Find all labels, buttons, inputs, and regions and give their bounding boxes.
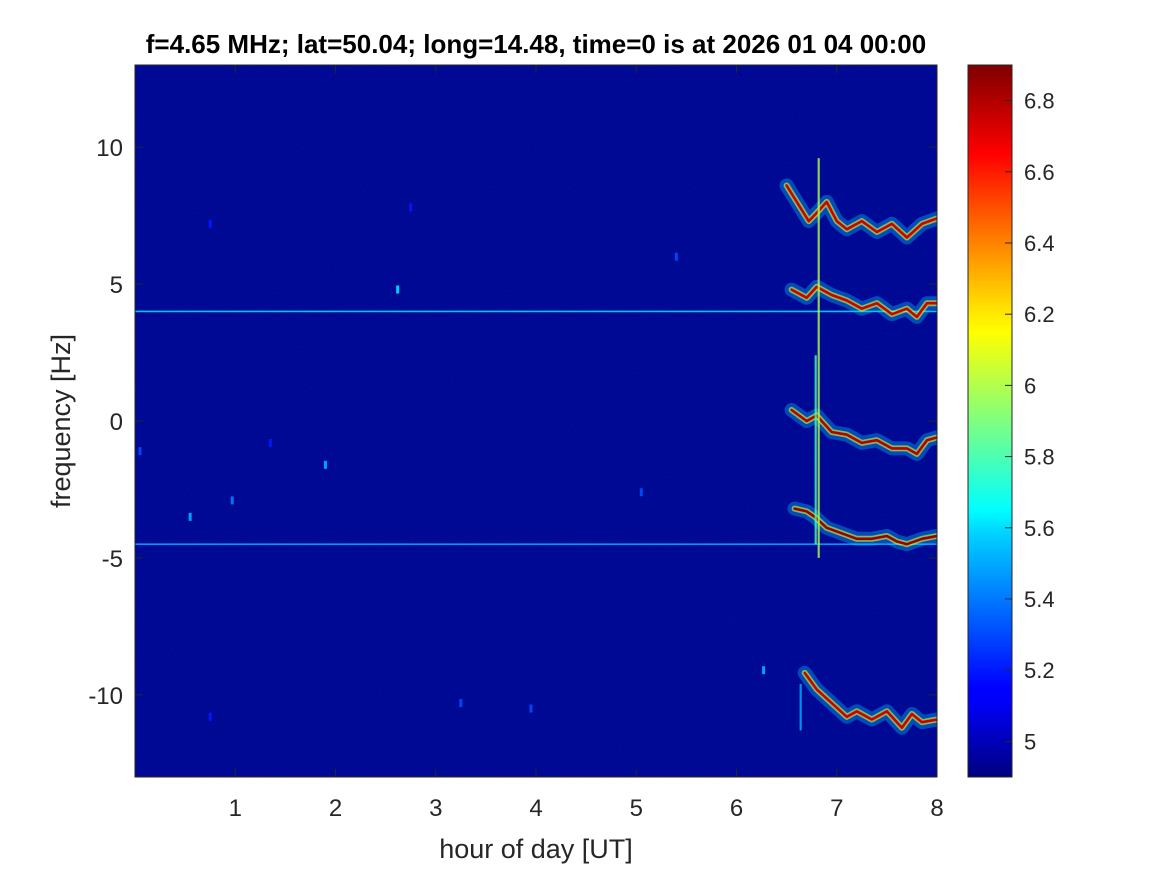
plot-area <box>134 64 938 778</box>
y-axis-label: frequency [Hz] <box>46 334 76 508</box>
speckle-point <box>208 219 212 228</box>
colorbar-gradient <box>967 64 1013 778</box>
x-tick-label: 2 <box>329 795 342 822</box>
x-axis: 1 2 3 4 5 6 7 8 <box>229 65 944 822</box>
speckle-point <box>230 496 234 505</box>
speckle-point <box>639 488 643 497</box>
colorbar: 6.8 6.6 6.4 6.2 6 5.8 5.6 5.4 5.2 5 <box>967 64 1055 778</box>
speckle-point <box>409 203 413 212</box>
colorbar-tick-label: 6.2 <box>1024 302 1055 327</box>
colorbar-tick-label: 5.2 <box>1024 658 1055 683</box>
colorbar-tick-label: 6.8 <box>1024 89 1055 114</box>
y-tick-label: 0 <box>110 409 123 436</box>
colorbar-tick-label: 6 <box>1024 373 1036 398</box>
y-tick-label: 10 <box>96 135 123 162</box>
speckle-point <box>138 447 142 456</box>
speckle-point <box>529 704 533 713</box>
colorbar-tick-label: 6.6 <box>1024 160 1055 185</box>
x-tick-label: 3 <box>429 795 442 822</box>
colorbar-tick-label: 5 <box>1024 729 1036 754</box>
trace-line <box>785 184 937 239</box>
x-tick-label: 4 <box>529 795 542 822</box>
y-tick-label: -5 <box>102 546 123 573</box>
speckle-point <box>396 285 400 294</box>
x-axis-label: hour of day [UT] <box>439 834 633 864</box>
colorbar-ticks: 6.8 6.6 6.4 6.2 6 5.8 5.6 5.4 5.2 5 <box>1005 89 1055 754</box>
x-tick-label: 1 <box>229 795 242 822</box>
x-tick-label: 7 <box>830 795 843 822</box>
colorbar-tick-label: 5.8 <box>1024 445 1055 470</box>
speckle-point <box>188 512 192 521</box>
trace-line <box>790 285 937 319</box>
x-tick-label: 8 <box>930 795 943 822</box>
trace-line <box>793 507 937 546</box>
chart-title: f=4.65 MHz; lat=50.04; long=14.48, time=… <box>146 29 926 59</box>
speckle-point <box>459 699 463 708</box>
speckle-point <box>323 460 327 469</box>
y-tick-label: 5 <box>110 272 123 299</box>
y-tick-label: -10 <box>88 683 123 710</box>
speckle-point <box>674 252 678 261</box>
speckle-point <box>208 712 212 721</box>
speckle-point <box>268 438 272 447</box>
colorbar-tick-label: 6.4 <box>1024 231 1055 256</box>
colorbar-tick-label: 5.4 <box>1024 587 1055 612</box>
trace-line <box>803 671 937 729</box>
colorbar-tick-label: 5.6 <box>1024 516 1055 541</box>
x-tick-label: 5 <box>630 795 643 822</box>
speckle-point <box>762 666 766 675</box>
y-axis: 10 5 0 -5 -10 <box>88 135 937 710</box>
x-tick-label: 6 <box>730 795 743 822</box>
